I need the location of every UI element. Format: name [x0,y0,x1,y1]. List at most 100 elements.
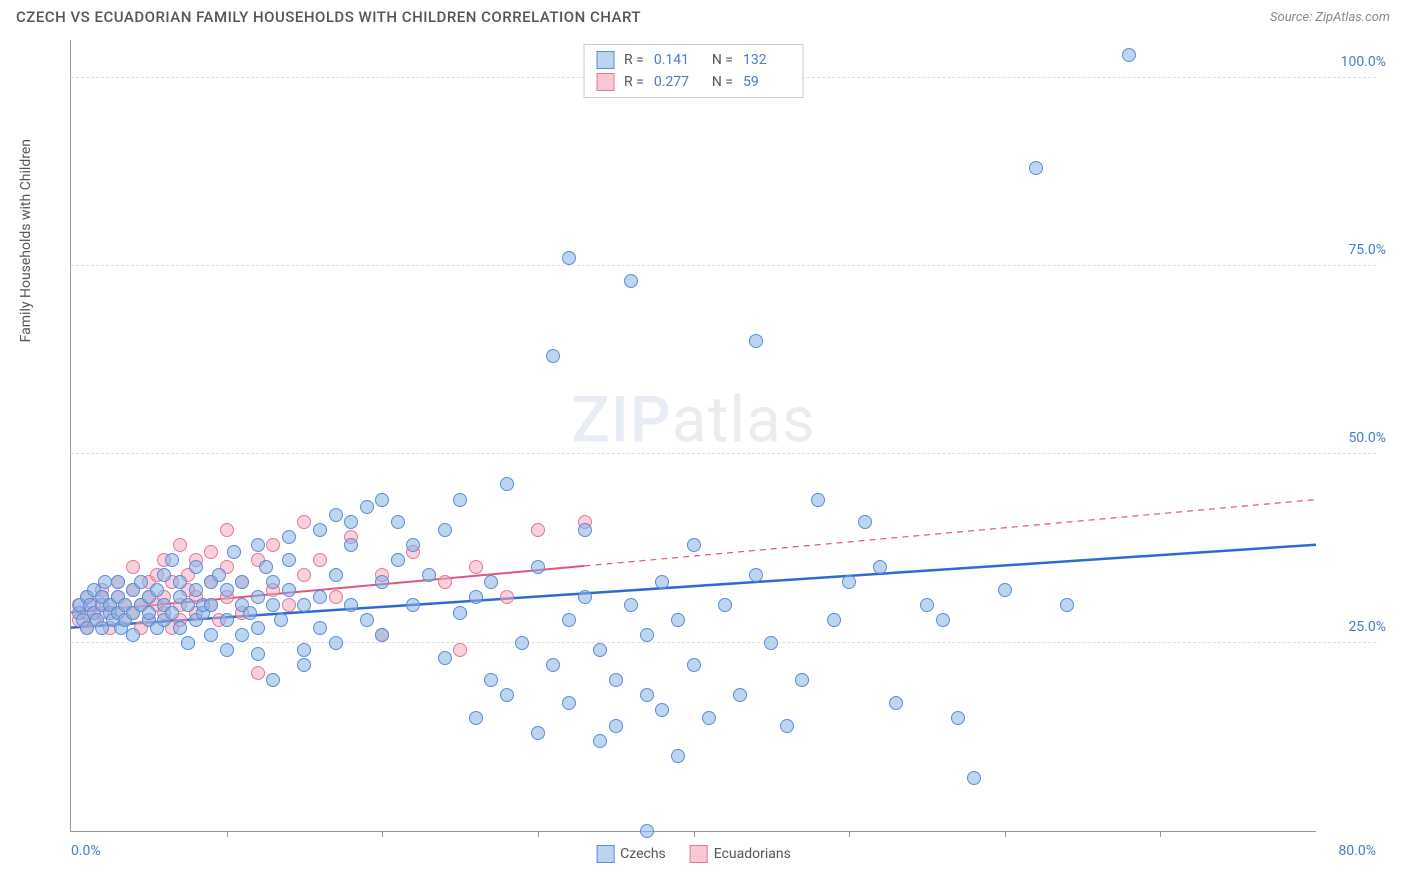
scatter-point-czech [375,493,389,507]
x-tick [227,831,228,837]
scatter-point-czech [702,711,716,725]
scatter-point-czech [562,696,576,710]
legend-series-item: Ecuadorians [690,845,791,863]
scatter-point-czech [391,515,405,529]
scatter-point-czech [297,658,311,672]
scatter-point-czech [749,568,763,582]
scatter-point-czech [329,508,343,522]
scatter-point-ecuadorian [204,545,218,559]
scatter-point-czech [764,636,778,650]
x-tick [849,831,850,837]
scatter-point-czech [640,628,654,642]
scatter-point-czech [111,575,125,589]
scatter-point-czech [1122,48,1136,62]
legend-n-value: 59 [743,74,791,90]
scatter-point-czech [827,613,841,627]
scatter-point-czech [251,621,265,635]
legend-r-value: 0.277 [654,74,702,90]
y-tick-label: 25.0% [1326,619,1386,635]
scatter-point-czech [546,349,560,363]
legend-series-label: Ecuadorians [714,846,791,862]
scatter-point-ecuadorian [329,590,343,604]
scatter-point-ecuadorian [126,560,140,574]
scatter-point-czech [329,636,343,650]
scatter-point-czech [360,500,374,514]
scatter-point-czech [391,553,405,567]
scatter-point-czech [344,538,358,552]
scatter-point-czech [181,636,195,650]
scatter-point-czech [733,688,747,702]
scatter-point-czech [484,575,498,589]
x-tick [1160,831,1161,837]
scatter-point-czech [344,598,358,612]
scatter-point-czech [453,606,467,620]
scatter-point-czech [842,575,856,589]
scatter-point-czech [531,726,545,740]
scatter-point-czech [998,583,1012,597]
scatter-point-ecuadorian [313,553,327,567]
scatter-point-czech [795,673,809,687]
x-tick [538,831,539,837]
scatter-point-czech [150,583,164,597]
scatter-point-czech [173,575,187,589]
legend-correlation: R =0.141N =132R =0.277N =59 [583,44,804,98]
legend-correlation-row: R =0.277N =59 [596,71,791,93]
scatter-point-czech [243,606,257,620]
scatter-point-czech [227,545,241,559]
scatter-point-czech [951,711,965,725]
scatter-point-czech [126,628,140,642]
legend-series-label: Czechs [620,846,666,862]
scatter-point-czech [500,688,514,702]
legend-r-value: 0.141 [654,52,702,68]
scatter-point-ecuadorian [266,538,280,552]
scatter-point-ecuadorian [469,560,483,574]
legend-correlation-row: R =0.141N =132 [596,49,791,71]
x-axis-max-label: 80.0% [1338,843,1376,859]
legend-swatch [596,845,614,863]
scatter-point-czech [406,538,420,552]
watermark: ZIPatlas [571,382,816,457]
scatter-point-czech [936,613,950,627]
scatter-point-czech [671,749,685,763]
scatter-point-czech [640,824,654,838]
scatter-point-czech [313,523,327,537]
scatter-point-czech [220,643,234,657]
scatter-point-czech [687,538,701,552]
scatter-point-czech [142,606,156,620]
scatter-point-czech [134,575,148,589]
scatter-point-czech [165,553,179,567]
scatter-point-czech [889,696,903,710]
y-tick-label: 100.0% [1326,54,1386,70]
scatter-point-czech [624,598,638,612]
legend-swatch [690,845,708,863]
legend-series-item: Czechs [596,845,666,863]
scatter-point-czech [578,590,592,604]
gridline [71,453,1376,454]
scatter-point-czech [562,613,576,627]
scatter-point-czech [749,334,763,348]
scatter-point-czech [858,515,872,529]
scatter-point-ecuadorian [500,590,514,604]
scatter-point-czech [484,673,498,687]
scatter-point-czech [220,613,234,627]
scatter-point-czech [297,598,311,612]
scatter-point-czech [282,553,296,567]
scatter-point-czech [655,703,669,717]
scatter-point-czech [780,719,794,733]
gridline [71,642,1376,643]
scatter-point-ecuadorian [251,666,265,680]
scatter-point-czech [204,598,218,612]
x-axis-min-label: 0.0% [71,843,101,859]
scatter-point-czech [251,538,265,552]
chart-title: CZECH VS ECUADORIAN FAMILY HOUSEHOLDS WI… [16,8,641,26]
scatter-point-czech [593,734,607,748]
scatter-point-czech [640,688,654,702]
scatter-point-czech [546,658,560,672]
plot-area: ZIPatlas R =0.141N =132R =0.277N =59 0.0… [70,40,1316,832]
x-tick [1005,831,1006,837]
scatter-point-czech [406,598,420,612]
scatter-point-czech [718,598,732,612]
legend-r-label: R = [624,74,644,90]
scatter-point-czech [344,515,358,529]
scatter-point-czech [189,583,203,597]
